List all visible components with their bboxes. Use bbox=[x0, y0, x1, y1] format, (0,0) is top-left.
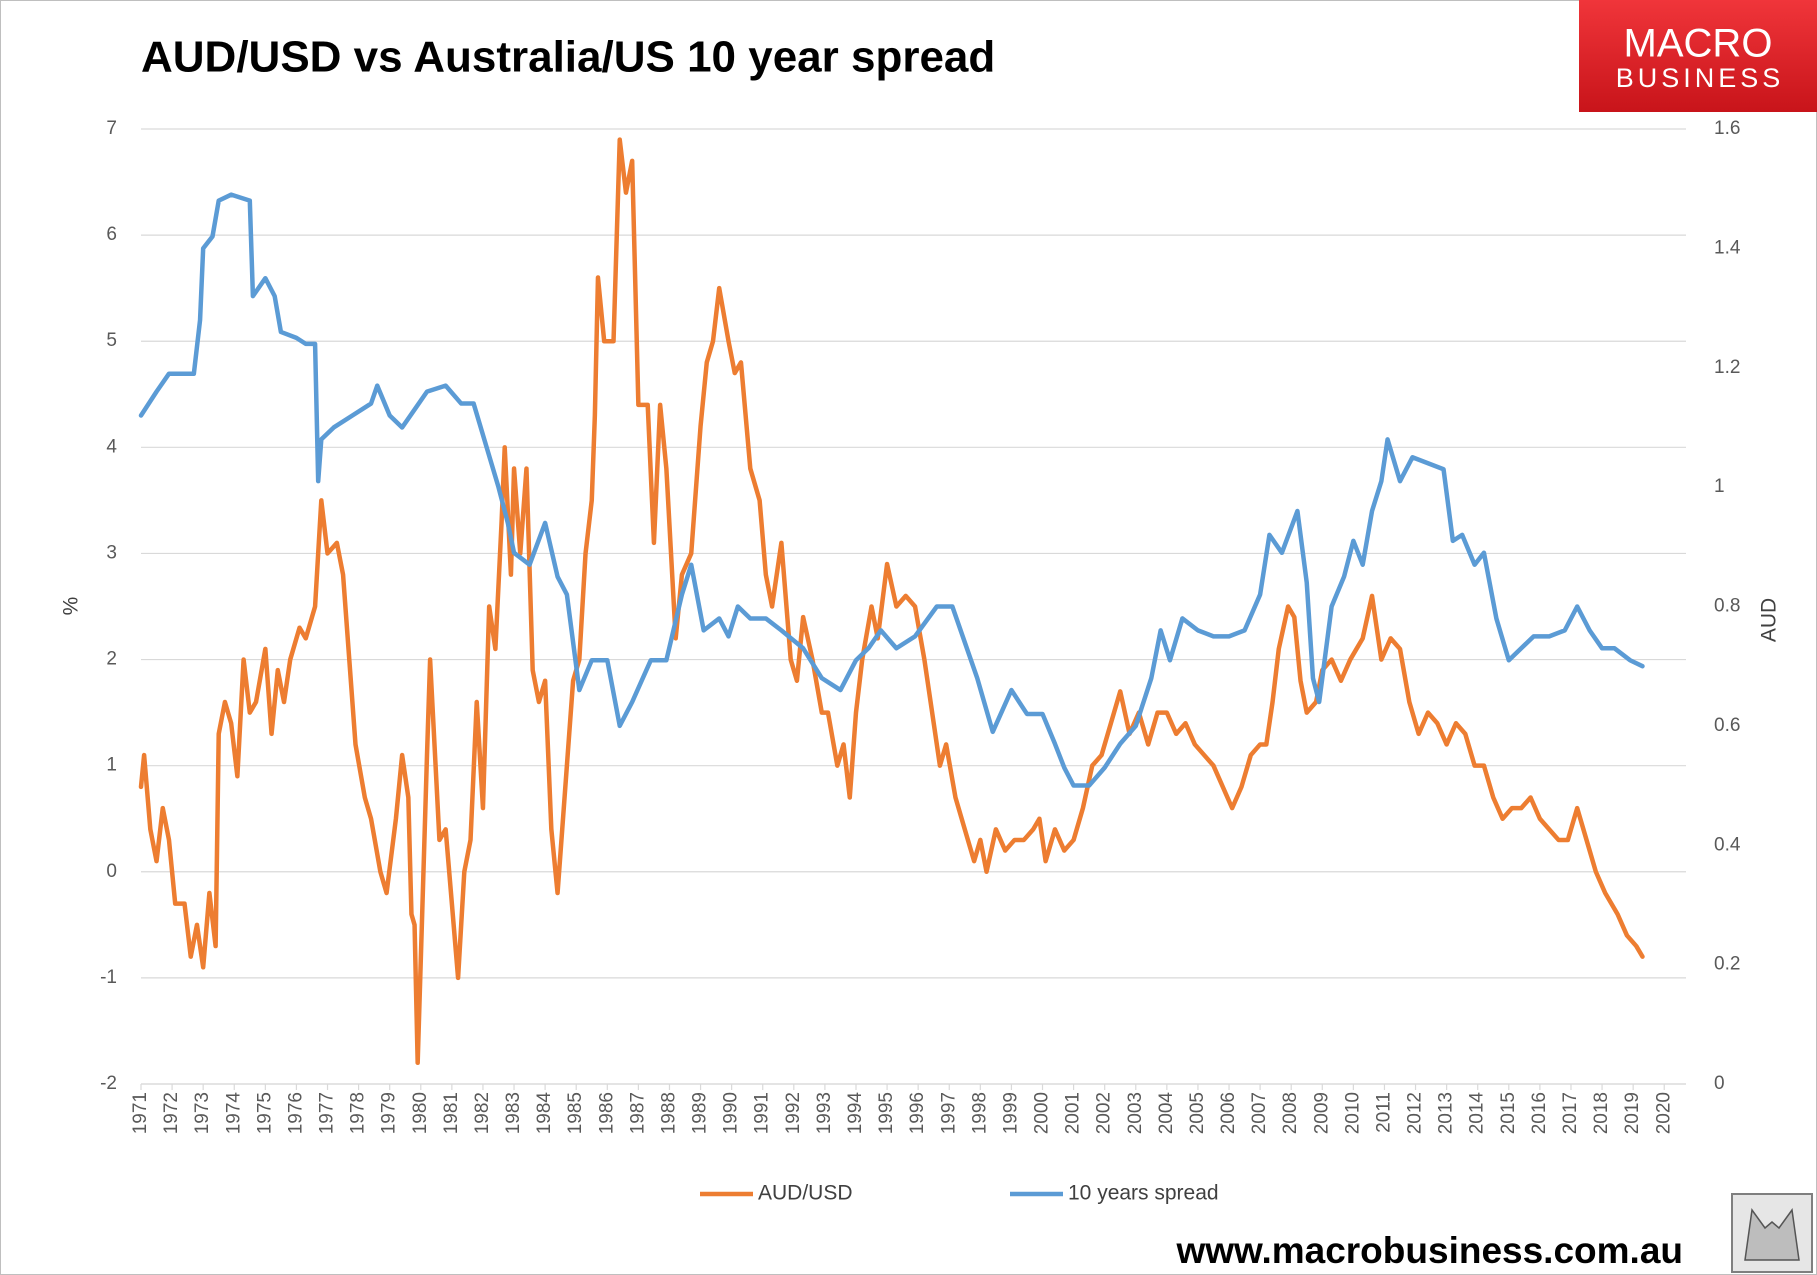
brand-logo bbox=[1579, 0, 1817, 112]
legend-label: AUD/USD bbox=[758, 1182, 853, 1205]
x-tick-label: 1997 bbox=[938, 1092, 959, 1134]
y2-tick-label: 1.2 bbox=[1714, 357, 1740, 378]
x-tick-label: 2009 bbox=[1311, 1092, 1332, 1134]
series-line bbox=[138, 137, 1645, 1066]
chart-title: AUD/USD vs Australia/US 10 year spread bbox=[141, 33, 995, 82]
x-tick-label: 2018 bbox=[1591, 1092, 1612, 1134]
x-tick-label: 2017 bbox=[1560, 1092, 1581, 1134]
y2-tick-label: 1 bbox=[1714, 476, 1725, 497]
y-tick-label: 3 bbox=[106, 542, 117, 563]
x-tick-label: 1975 bbox=[254, 1092, 275, 1134]
x-tick-label: 2020 bbox=[1653, 1092, 1674, 1134]
series-line bbox=[138, 192, 1645, 788]
y2-axis-label: AUD bbox=[1758, 598, 1781, 642]
y2-tick-label: 0.4 bbox=[1714, 834, 1741, 855]
y-tick-label: 4 bbox=[106, 436, 117, 457]
x-tick-label: 2005 bbox=[1187, 1092, 1208, 1134]
y-tick-label: -1 bbox=[100, 967, 117, 988]
x-tick-label: 2004 bbox=[1156, 1092, 1177, 1135]
x-tick-label: 1982 bbox=[472, 1092, 493, 1134]
y2-tick-label: 0.8 bbox=[1714, 596, 1740, 617]
x-tick-label: 1977 bbox=[317, 1092, 338, 1134]
x-tick-label: 2016 bbox=[1529, 1092, 1550, 1134]
axes: -2 -1 0 1 2 3 4 5 6 7 0 0.2 0.4 0.6 0.8 1 1.2 1.4 1.6 1971 1… bbox=[100, 118, 1741, 1205]
x-tick-label: 2006 bbox=[1218, 1092, 1239, 1134]
x-tick-label: 2011 bbox=[1373, 1092, 1394, 1133]
x-tick-label: 2000 bbox=[1032, 1092, 1053, 1134]
x-tick-label: 1984 bbox=[534, 1092, 555, 1135]
x-tick-label: 2015 bbox=[1498, 1092, 1519, 1134]
y-tick-label: 0 bbox=[106, 861, 117, 882]
y-tick-label: 7 bbox=[106, 118, 117, 139]
x-tick-label: 1988 bbox=[658, 1092, 679, 1134]
plot bbox=[138, 137, 1645, 1066]
x-tick-label: 1976 bbox=[285, 1092, 306, 1134]
brand-line2: BUSINESS bbox=[1616, 63, 1785, 93]
x-tick-label: 1991 bbox=[752, 1092, 773, 1134]
x-tick-label: 1994 bbox=[845, 1092, 866, 1135]
x-tick-label: 1974 bbox=[223, 1092, 244, 1135]
y2-tick-label: 0.6 bbox=[1714, 715, 1740, 736]
x-tick-label: 1995 bbox=[876, 1092, 897, 1134]
x-tick-label: 2010 bbox=[1342, 1092, 1363, 1134]
x-tick-label: 1998 bbox=[969, 1092, 990, 1134]
x-tick-label: 2008 bbox=[1280, 1092, 1301, 1134]
x-tick-label: 1996 bbox=[907, 1092, 928, 1134]
x-tick-label: 1972 bbox=[161, 1092, 182, 1134]
x-tick-label: 1999 bbox=[1000, 1092, 1021, 1134]
x-tick-label: 1992 bbox=[783, 1092, 804, 1134]
y-tick-label: 1 bbox=[106, 755, 117, 776]
x-tick-label: 2014 bbox=[1467, 1092, 1488, 1135]
x-tick-label: 1981 bbox=[441, 1092, 462, 1134]
x-tick-label: 1990 bbox=[721, 1092, 742, 1134]
x-tick-label: 1989 bbox=[690, 1092, 711, 1134]
x-tick-label: 1971 bbox=[130, 1092, 151, 1134]
legend-label: 10 years spread bbox=[1068, 1182, 1219, 1205]
x-tick-label: 1973 bbox=[192, 1092, 213, 1134]
y-tick-label: 2 bbox=[106, 649, 117, 670]
x-tick-label: 1978 bbox=[348, 1092, 369, 1134]
x-tick-label: 1985 bbox=[565, 1092, 586, 1134]
footer-url: www.macrobusiness.com.au bbox=[1175, 1230, 1683, 1271]
x-tick-label: 1980 bbox=[410, 1092, 431, 1134]
x-tick-label: 1983 bbox=[503, 1092, 524, 1134]
x-tick-label: 1993 bbox=[814, 1092, 835, 1134]
y2-tick-label: 1.6 bbox=[1714, 118, 1740, 139]
x-tick-label: 1979 bbox=[379, 1092, 400, 1134]
x-tick-label: 2019 bbox=[1622, 1092, 1643, 1134]
y-tick-label: 6 bbox=[106, 224, 117, 245]
y-tick-label: -2 bbox=[100, 1073, 117, 1094]
x-tick-label: 2001 bbox=[1063, 1092, 1084, 1134]
y2-tick-label: 0.2 bbox=[1714, 954, 1740, 975]
y-tick-label: 5 bbox=[106, 330, 117, 351]
y2-tick-label: 1.4 bbox=[1714, 237, 1741, 258]
x-tick-label: 2002 bbox=[1094, 1092, 1115, 1134]
brand-line1: MACRO bbox=[1624, 22, 1773, 66]
x-tick-label: 2003 bbox=[1125, 1092, 1146, 1134]
y2-tick-label: 0 bbox=[1714, 1073, 1725, 1094]
x-tick-label: 2013 bbox=[1436, 1092, 1457, 1134]
x-tick-label: 2012 bbox=[1405, 1092, 1426, 1134]
wolf-emblem-drawing bbox=[1744, 1208, 1800, 1261]
y-axis-label: % bbox=[60, 597, 83, 616]
x-tick-label: 1986 bbox=[596, 1092, 617, 1134]
x-tick-label: 2007 bbox=[1249, 1092, 1270, 1134]
x-tick-label: 1987 bbox=[627, 1092, 648, 1134]
